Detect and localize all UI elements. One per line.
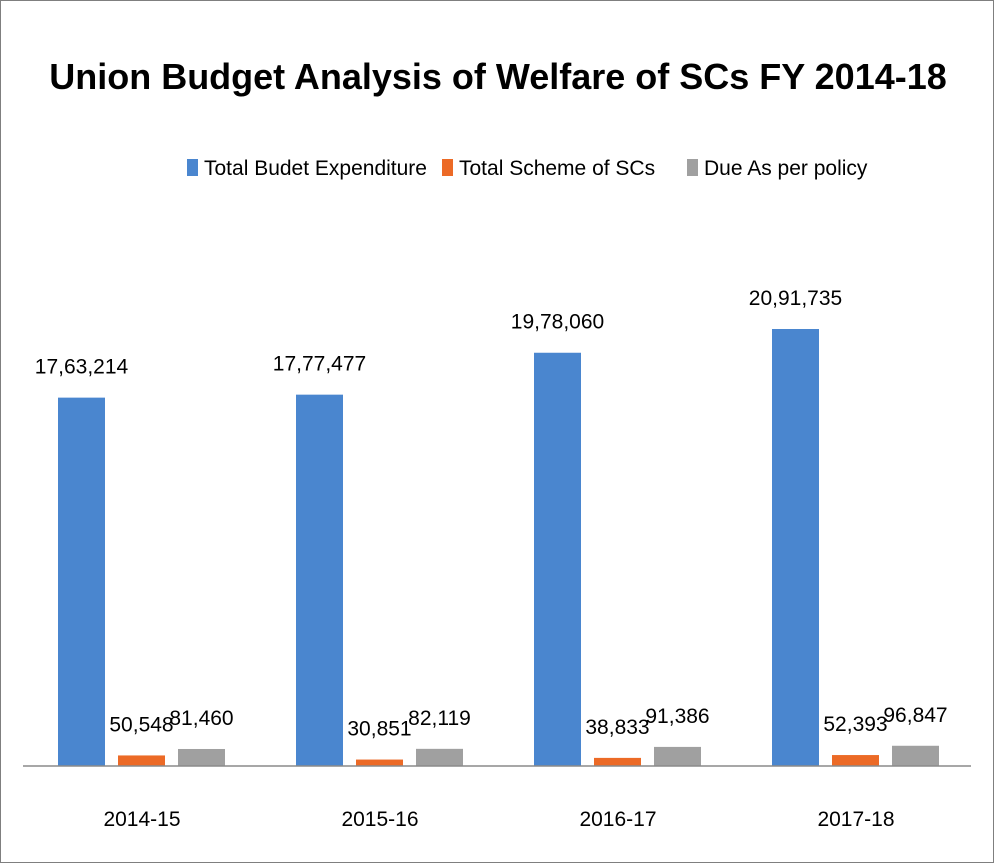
x-tick-label: 2015-16 bbox=[341, 808, 418, 831]
data-label: 91,386 bbox=[645, 705, 709, 728]
x-tick-label: 2017-18 bbox=[817, 808, 894, 831]
legend-swatch bbox=[442, 159, 453, 176]
data-label: 38,833 bbox=[585, 716, 649, 739]
data-label: 30,851 bbox=[347, 718, 411, 741]
x-tick-label: 2016-17 bbox=[579, 808, 656, 831]
bars-group bbox=[58, 329, 939, 766]
data-label: 20,91,735 bbox=[749, 287, 842, 310]
legend-item: Total Budet Expenditure bbox=[187, 157, 427, 180]
bar-due-as-per-policy-2015-16 bbox=[416, 748, 463, 766]
data-label: 17,63,214 bbox=[35, 356, 129, 379]
legend-label: Due As per policy bbox=[704, 157, 868, 180]
data-label: 50,548 bbox=[109, 713, 173, 736]
data-label: 52,393 bbox=[823, 713, 887, 736]
x-tick-labels: 2014-15 2015-16 2016-17 2017-18 bbox=[103, 808, 894, 831]
bar-due-as-per-policy-2016-17 bbox=[654, 746, 701, 766]
data-label: 17,77,477 bbox=[273, 353, 366, 376]
chart-title: Union Budget Analysis of Welfare of SCs … bbox=[49, 56, 947, 97]
data-label: 82,119 bbox=[408, 707, 471, 730]
data-label: 19,78,060 bbox=[511, 311, 604, 334]
data-label: 81,460 bbox=[169, 707, 233, 730]
legend-swatch bbox=[687, 159, 698, 176]
legend-item: Due As per policy bbox=[687, 157, 868, 180]
bar-total-budet-expenditure-2017-18 bbox=[772, 329, 819, 766]
bar-total-scheme-of-scs-2015-16 bbox=[356, 759, 403, 766]
legend-label: Total Budet Expenditure bbox=[204, 157, 427, 180]
legend-item: Total Scheme of SCs bbox=[442, 157, 655, 180]
legend: Total Budet Expenditure Total Scheme of S… bbox=[187, 157, 868, 180]
bar-total-budet-expenditure-2014-15 bbox=[58, 397, 105, 766]
x-tick-label: 2014-15 bbox=[103, 808, 180, 831]
data-label: 96,847 bbox=[883, 704, 947, 727]
bar-total-scheme-of-scs-2017-18 bbox=[832, 755, 879, 766]
bar-total-budet-expenditure-2016-17 bbox=[534, 352, 581, 766]
legend-label: Total Scheme of SCs bbox=[459, 157, 655, 180]
bar-total-scheme-of-scs-2014-15 bbox=[118, 755, 165, 766]
bar-due-as-per-policy-2017-18 bbox=[892, 745, 939, 766]
legend-swatch bbox=[187, 159, 198, 176]
bar-due-as-per-policy-2014-15 bbox=[178, 748, 225, 766]
bar-total-scheme-of-scs-2016-17 bbox=[594, 757, 641, 766]
bar-total-budet-expenditure-2015-16 bbox=[296, 394, 343, 766]
